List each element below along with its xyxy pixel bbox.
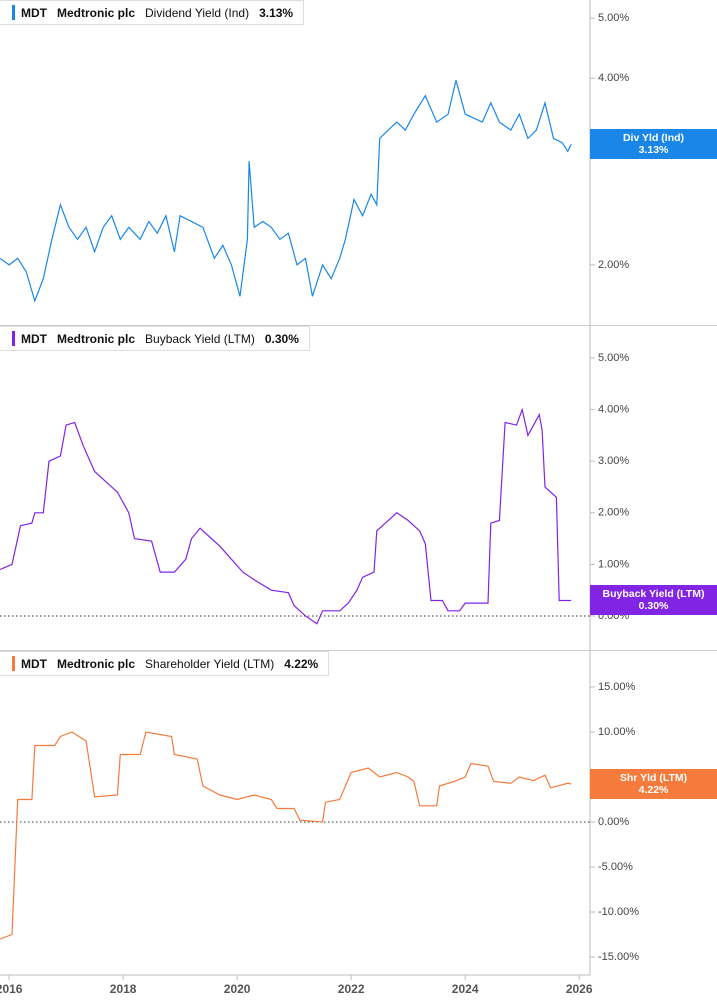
y-tick-label: 2.00% bbox=[598, 259, 629, 271]
y-tick-label: 1.00% bbox=[598, 558, 629, 570]
legend-swatch bbox=[12, 331, 15, 346]
panel-header: MDT Medtronic plc Shareholder Yield (LTM) 4… bbox=[0, 651, 330, 676]
x-tick-label: 2024 bbox=[452, 982, 479, 996]
last-value: 3.13% bbox=[259, 5, 294, 20]
ticker: MDT bbox=[21, 5, 47, 20]
tag-value: 3.13% bbox=[638, 144, 669, 157]
ticker: MDT bbox=[21, 331, 47, 346]
legend-swatch bbox=[12, 5, 15, 20]
panel-header: MDT Medtronic plc Dividend Yield (Ind) 3.13… bbox=[0, 0, 305, 25]
company: Medtronic plc bbox=[57, 5, 136, 20]
legend-entry: Buyback Yield (LTM) bbox=[145, 331, 255, 346]
last-value-tag: Shr Yld (LTM) 4.22% bbox=[590, 769, 717, 800]
y-tick-label: 3.00% bbox=[598, 455, 629, 467]
company: Medtronic plc bbox=[57, 656, 136, 671]
legend-swatch bbox=[12, 656, 15, 671]
x-tick-label: 2022 bbox=[338, 982, 365, 996]
ticker: MDT bbox=[21, 656, 47, 671]
legend-entry: Dividend Yield (Ind) bbox=[145, 5, 250, 20]
last-value: 0.30% bbox=[264, 331, 299, 346]
panel-header: MDT Medtronic plc Buyback Yield (LTM) 0.30% bbox=[0, 326, 310, 351]
y-tick-label: 4.00% bbox=[598, 72, 629, 84]
tag-label: Buyback Yield (LTM) bbox=[602, 588, 705, 601]
y-tick-label: 10.00% bbox=[598, 726, 636, 738]
tag-label: Shr Yld (LTM) bbox=[619, 772, 688, 785]
y-tick-label: -15.00% bbox=[598, 951, 639, 963]
y-tick-label: 2.00% bbox=[598, 507, 629, 519]
y-tick-label: 15.00% bbox=[598, 681, 636, 693]
line-series bbox=[0, 80, 572, 303]
x-tick-label: 2026 bbox=[566, 982, 593, 996]
y-tick-label: -10.00% bbox=[598, 906, 639, 918]
y-tick-label: -5.00% bbox=[598, 861, 633, 873]
line-series bbox=[0, 731, 572, 940]
tag-value: 4.22% bbox=[638, 784, 669, 797]
y-tick-label: 5.00% bbox=[598, 352, 629, 364]
last-value-tag: Div Yld (Ind) 3.13% bbox=[590, 129, 717, 160]
x-tick-label: 2020 bbox=[224, 982, 251, 996]
legend-entry: Shareholder Yield (LTM) bbox=[145, 656, 275, 671]
last-value-tag: Buyback Yield (LTM) 0.30% bbox=[590, 585, 717, 616]
line-series bbox=[0, 407, 572, 625]
x-tick-label: 2016 bbox=[0, 982, 23, 996]
y-tick-label: 0.00% bbox=[598, 816, 629, 828]
tag-label: Div Yld (Ind) bbox=[622, 132, 685, 145]
x-tick-label: 2018 bbox=[110, 982, 137, 996]
last-value: 4.22% bbox=[284, 656, 319, 671]
y-tick-label: 4.00% bbox=[598, 403, 629, 415]
company: Medtronic plc bbox=[57, 331, 136, 346]
y-tick-label: 5.00% bbox=[598, 12, 629, 24]
tag-value: 0.30% bbox=[638, 600, 669, 613]
